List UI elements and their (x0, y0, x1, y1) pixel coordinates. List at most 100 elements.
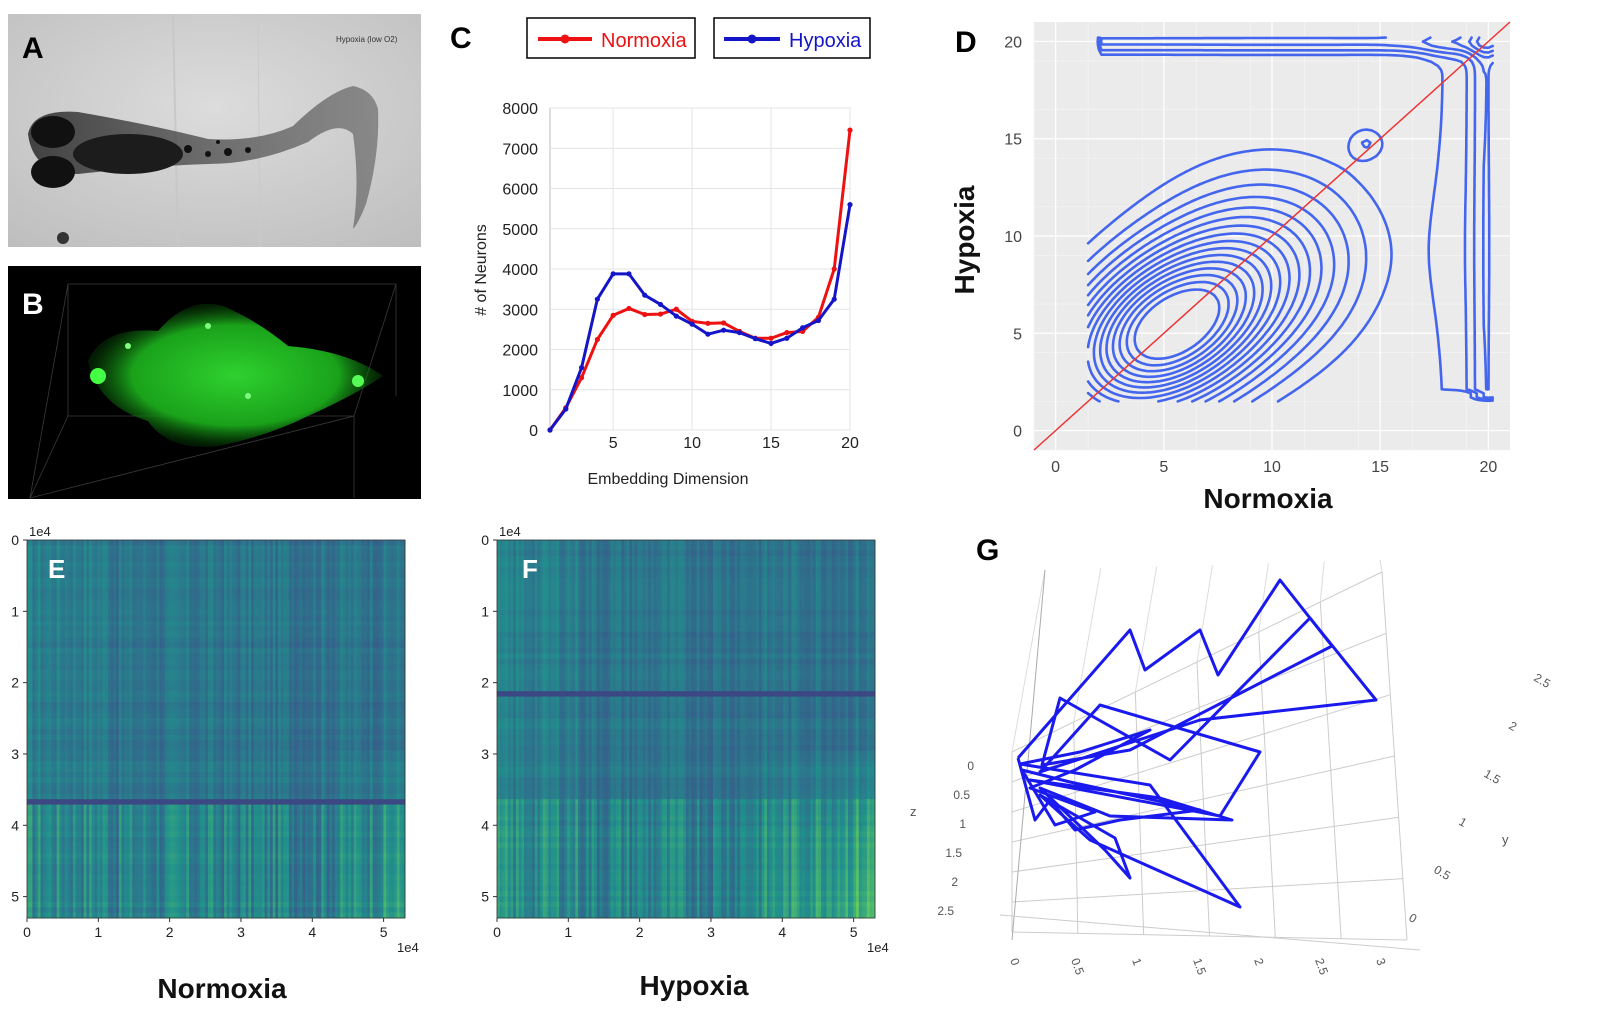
heatmap-cell (257, 713, 260, 719)
heatmap-cell (383, 664, 386, 670)
heatmap-cell (54, 610, 57, 616)
heatmap-cell (57, 686, 60, 692)
heatmap-cell (205, 686, 208, 692)
heatmap-cell (365, 621, 368, 627)
heatmap-cell (251, 599, 254, 605)
heatmap-cell (292, 691, 295, 697)
heatmap-cell (46, 718, 49, 724)
heatmap-cell (332, 686, 335, 692)
heatmap-cell (289, 567, 292, 573)
heatmap-cell (383, 697, 386, 703)
heatmap-cell (362, 616, 365, 622)
heatmap-cell (151, 659, 154, 665)
heatmap-cell (197, 670, 200, 676)
heatmap-cell (49, 616, 52, 622)
heatmap-cell (62, 718, 65, 724)
heatmap-cell (32, 691, 35, 697)
heatmap-cell (370, 583, 373, 589)
heatmap-cell (170, 648, 173, 654)
heatmap-cell (251, 616, 254, 622)
heatmap-cell (365, 572, 368, 578)
heatmap-cell (216, 718, 219, 724)
heatmap-cell (294, 643, 297, 649)
heatmap-cell (224, 702, 227, 708)
heatmap-cell (284, 562, 287, 568)
heatmap-cell (278, 686, 281, 692)
heatmap-cell (113, 567, 116, 573)
heatmap-cell (397, 616, 400, 622)
heatmap-cell (116, 643, 119, 649)
heatmap-cell (392, 664, 395, 670)
heatmap-cell (338, 643, 341, 649)
heatmap-cell (140, 707, 143, 713)
heatmap-cell (176, 637, 179, 643)
heatmap-cell (178, 707, 181, 713)
heatmap-cell (235, 572, 238, 578)
heatmap-cell (116, 670, 119, 676)
heatmap-cell (238, 697, 241, 703)
heatmap-cell (132, 637, 135, 643)
heatmap-cell (57, 680, 60, 686)
heatmap-cell (213, 545, 216, 551)
heatmap-cell (70, 540, 73, 546)
heatmap-cell (208, 718, 211, 724)
heatmap-cell (286, 697, 289, 703)
heatmap-cell (27, 659, 30, 665)
heatmap-cell (200, 680, 203, 686)
heatmap-cell (194, 567, 197, 573)
heatmap-cell (324, 686, 327, 692)
heatmap-cell (49, 691, 52, 697)
heatmap-cell (227, 562, 230, 568)
heatmap-cell (68, 572, 71, 578)
heatmap-cell (386, 659, 389, 665)
heatmap-cell (111, 578, 114, 584)
heatmap-cell (138, 718, 141, 724)
heatmap-cell (359, 589, 362, 595)
heatmap-cell (108, 626, 111, 632)
heatmap-cell (97, 626, 100, 632)
larva-photo: Hypoxia (low O2) (8, 14, 421, 247)
heatmap-cell (146, 648, 149, 654)
heatmap-cell (119, 718, 122, 724)
heatmap-cell (30, 583, 33, 589)
heatmap-cell (383, 605, 386, 611)
heatmap-cell (192, 675, 195, 681)
heatmap-cell (103, 632, 106, 638)
heatmap-cell (248, 632, 251, 638)
heatmap-cell (289, 583, 292, 589)
heatmap-cell (232, 643, 235, 649)
heatmap-cell (86, 675, 89, 681)
heatmap-cell (203, 686, 206, 692)
heatmap-cell (140, 648, 143, 654)
heatmap-cell (254, 707, 257, 713)
heatmap-cell (30, 664, 33, 670)
heatmap-cell (132, 572, 135, 578)
heatmap-cell (170, 545, 173, 551)
heatmap-cell (113, 670, 116, 676)
heatmap-cell (146, 594, 149, 600)
heatmap-cell (41, 659, 44, 665)
heatmap-cell (316, 594, 319, 600)
heatmap-cell (386, 702, 389, 708)
heatmap-cell (27, 702, 30, 708)
heatmap-cell (81, 594, 84, 600)
heatmap-cell (308, 697, 311, 703)
heatmap-cell (397, 670, 400, 676)
heatmap-cell (103, 713, 106, 719)
heatmap-cell (232, 648, 235, 654)
heatmap-cell (65, 610, 68, 616)
heatmap-cell (246, 697, 249, 703)
heatmap-cell (397, 626, 400, 632)
heatmap-cell (278, 599, 281, 605)
heatmap-cell (365, 610, 368, 616)
heatmap-cell (327, 702, 330, 708)
heatmap-cell (194, 707, 197, 713)
heatmap-cell (46, 686, 49, 692)
heatmap-cell (394, 632, 397, 638)
heatmap-cell (302, 653, 305, 659)
heatmap-cell (370, 648, 373, 654)
heatmap-cell (170, 556, 173, 562)
heatmap-cell (100, 664, 103, 670)
heatmap-cell (197, 686, 200, 692)
heatmap-cell (105, 545, 108, 551)
